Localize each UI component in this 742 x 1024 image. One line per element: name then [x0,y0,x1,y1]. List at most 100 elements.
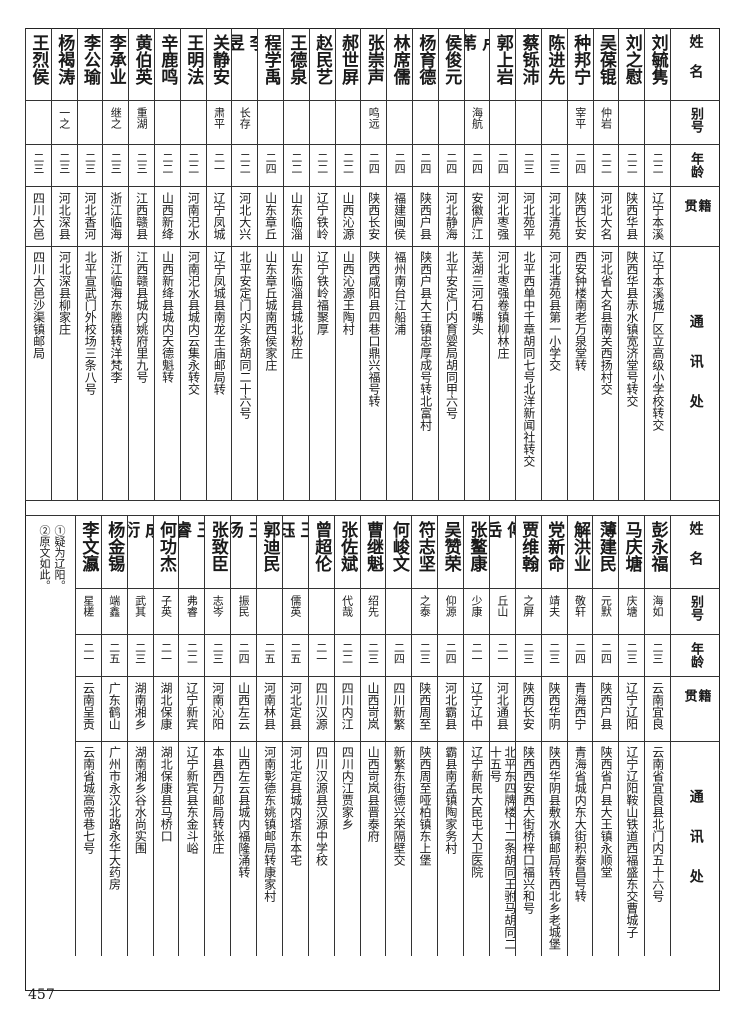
alias-column-cell: 继之 [103,100,129,144]
native-column-cell: 云南宜良 [645,676,670,741]
address-column-cell: 芜湖三河石嘴头 [464,246,490,500]
alias-cell: 少康 [469,595,483,617]
age-cell: 二四 [470,152,484,174]
person-column: 杨金锡 端鑫 二五 广东鹤山 广州市永汉北路永华大药房 [100,515,127,956]
alias-column-cell [542,100,567,144]
native-cell: 陕西长安 [521,682,536,730]
address-cell: 江西赣县城内姚府里九号 [134,251,149,383]
address-cell: 河南彰德东姚镇邮局转康家村 [262,746,277,902]
header-age-cell: 年龄 [688,152,703,178]
name-column-cell: 李公瑜 [78,28,103,100]
address-column-cell: 河南彰德东姚镇邮局转康家村 [257,741,282,956]
name-column-cell: 郭迪民 [257,515,282,588]
header-column: 姓名 别号 年龄 籍贯 通讯处 [670,28,720,500]
name-column-cell: 李文瀛 [76,515,101,588]
name-cell: 刘毓隽 [647,34,668,85]
address-column-cell: 辽宁本溪城厂区立高级小学校转交 [645,246,670,500]
age-column-cell: 二四 [490,144,516,186]
native-column-cell: 河北大兴 [232,186,258,246]
address-column-cell: 辽宁辽阳鞍山铁道西福盛东交曹城子 [619,741,645,956]
name-column-cell: 郝世屏 [336,28,361,100]
native-column-cell: 安徽庐江 [464,186,490,246]
address-column-cell: 四川汉源县汉源中学校 [308,741,334,956]
name-column-cell: 贾维翰 [516,515,541,588]
table-divider [25,500,720,501]
person-column: 陈进先 二三 河北清苑 河北清苑县第一小学交 [541,28,567,500]
native-column-cell: 浙江临海 [103,186,129,246]
name-cell: 张鳌康 [466,521,487,572]
alias-column-cell: 之泰 [412,588,438,634]
native-column-cell: 陕西华县 [619,186,645,246]
address-column-cell: 本县西万邮局转张庄 [205,741,231,956]
native-column-cell: 辽宁辽中 [464,676,489,741]
address-cell: 西安钟楼南老万泉堂转 [573,251,588,371]
age-cell: 二三 [418,642,432,664]
native-cell: 山西沁源 [340,192,355,240]
address-column-cell: 青海省城内东大街积泰昌号转 [567,741,593,956]
alias-column-cell: 绍先 [360,588,386,634]
person-column: 杨育德 二四 陕西户县 陕西户县大王镇忠厚成号转北富村 [412,28,438,500]
age-cell: 二一 [159,642,173,664]
age-column-cell: 二四 [567,144,593,186]
address-column-cell: 云南省城高帝巷七号 [76,741,101,956]
native-column-cell: 山西岢岚 [360,676,386,741]
name-cell: 薄建民 [595,521,616,572]
name-cell: 马庆塘 [621,521,642,572]
name-cell: 李公瑜 [79,34,100,85]
alias-cell: 庆塘 [625,595,639,617]
name-cell: 王明法 [183,34,204,85]
address-cell: 芜湖三河石嘴头 [470,251,485,335]
alias-column-cell: 丘山 [489,588,515,634]
address-column-cell: 辽宁新宾县东金斗峪 [179,741,205,956]
name-cell: 种邦宁 [570,34,591,85]
age-cell: 二二 [185,642,199,664]
native-cell: 陕西长安 [366,192,381,240]
address-cell: 四川大邑沙渠镇邮局 [31,251,46,359]
alias-cell: 之泰 [418,595,432,617]
age-cell: 二四 [418,152,432,174]
alias-column-cell [335,100,361,144]
alias-cell: 振民 [237,595,251,617]
name-cell: 郭迪民 [259,521,280,572]
header-address-column-cell: 通讯处 [671,741,720,956]
name-column-cell: 彭永福 [645,515,670,588]
age-column-cell: 二四 [593,634,619,676]
address-column-cell: 霸县南孟镇陶家务村 [438,741,464,956]
age-cell: 二二 [651,152,665,174]
person-column: 党新命 靖夫 二三 陕西华阴 陕西华阴县敷水镇邮局转西北乡老城堡 [540,515,567,956]
name-cell: 李承业 [105,34,126,85]
address-column-cell: 山东临淄县城北粉庄 [284,246,309,500]
name-cell: 王烈侯 [28,34,49,85]
address-column-cell: 福州南台江船浦 [387,246,412,500]
name-column-cell: 程学禹 [258,28,283,100]
person-column: 李文瀛 星槎 二一 云南呈贡 云南省城高帝巷七号 [75,515,101,956]
native-column-cell: 河南林县 [257,676,282,741]
alias-column-cell [77,100,103,144]
name-column-cell: 杨金锡 [102,515,127,588]
person-column: 王珏 儒英 二五 河北定县 河北定县城内塔东本宅 [281,515,308,956]
header-native-column-cell: 籍贯 [671,186,720,246]
name-column-cell: 吴赞荣 [438,515,463,588]
person-column: 王烈侯 二三 四川大邑 四川大邑沙渠镇邮局 [25,28,51,500]
header-name-column-cell: 姓名 [671,28,720,100]
age-column-cell: 二三 [129,144,154,186]
address-column-cell: 山西沁源王陶村 [335,246,361,500]
person-column: 张崇声 鸣远 二四 陕西长安 陕西咸阳县四巷口鼎兴福号转 [360,28,387,500]
name-column-cell: 刘毓隽 [645,28,670,100]
person-column: 侯俊元 二四 河北静海 北平安定门内育婴局胡同甲六号 [437,28,464,500]
age-cell: 二三 [135,152,149,174]
alias-cell: 一之 [57,107,71,129]
native-cell: 广东鹤山 [107,682,122,730]
person-column: 贾维翰 之屏 二三 陕西长安 陕西西安西大街桥梓口福兴和号 [514,515,541,956]
alias-column-cell: 敬轩 [567,588,593,634]
footnote-1: ①疑为辽阳。 [53,525,66,591]
native-column-cell: 河北深县 [51,186,77,246]
alias-cell: 儒英 [288,595,302,617]
alias-column-cell [386,588,412,634]
age-cell: 二四 [444,642,458,664]
alias-column-cell: 重湖 [129,100,154,144]
alias-column-cell: 一之 [51,100,77,144]
name-column-cell: 王烈侯 [26,28,51,100]
age-cell: 二四 [392,642,406,664]
person-column: 李公瑜 二三 河北香河 北平宣武门外校场三条八号 [76,28,103,500]
